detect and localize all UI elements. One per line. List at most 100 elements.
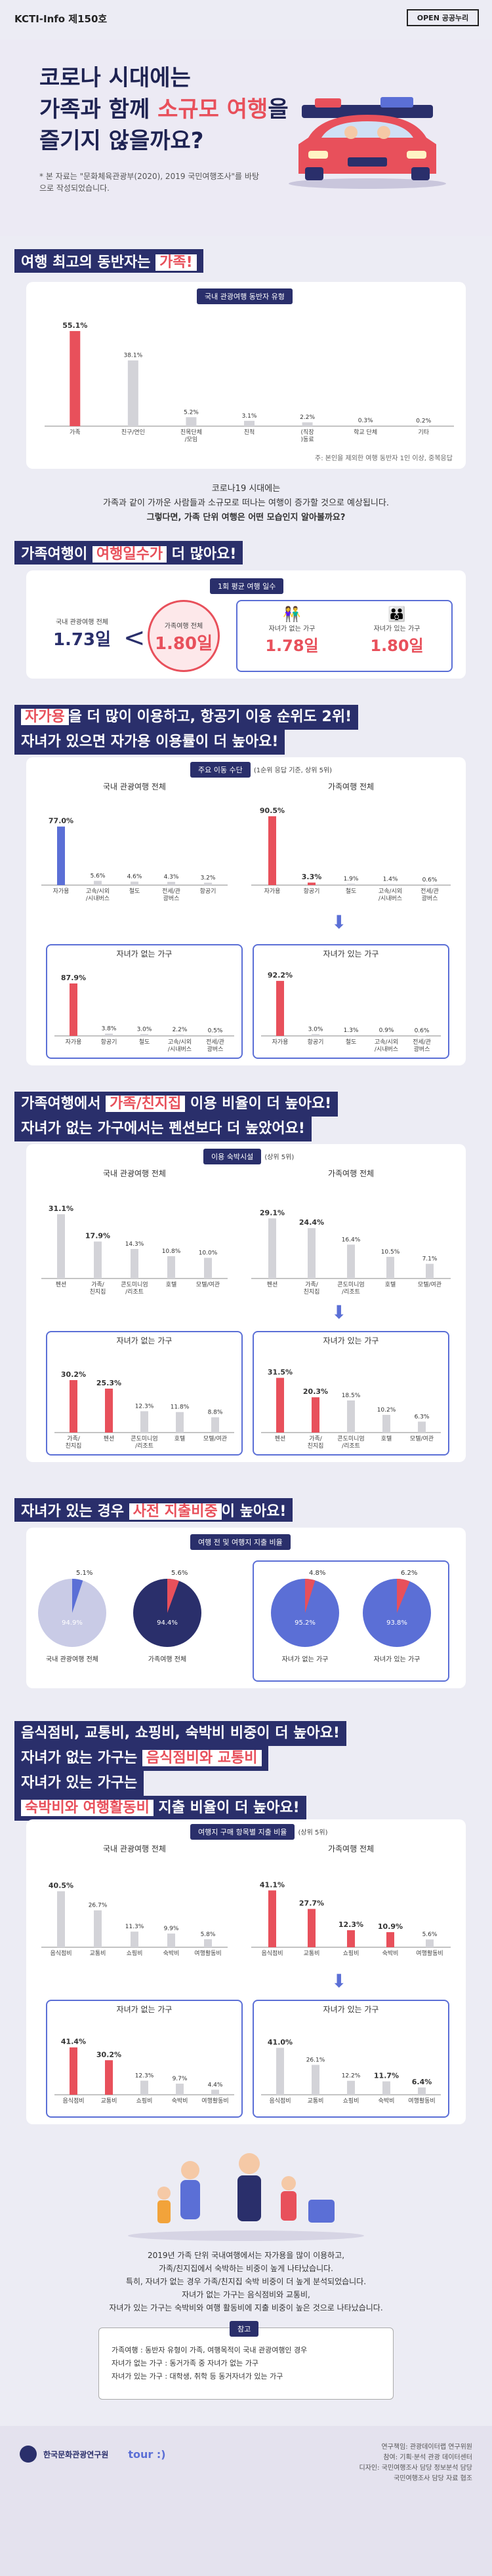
s4-chip-row: 이용 숙박시설 (상위 5위) <box>203 1149 294 1164</box>
data-label: 25.3% <box>96 1379 121 1387</box>
tick-label: 숙박비 <box>379 2097 395 2105</box>
reference-list: 가족여행 : 동반자 유형이 가족, 여행목적이 국내 관광여행인 경우 자녀가… <box>112 2344 307 2383</box>
tick-label: 쇼핑비 <box>127 1950 143 1957</box>
data-label: 92.2% <box>268 971 293 980</box>
tick-label: 철도 <box>346 1039 357 1046</box>
bar <box>347 1400 355 1433</box>
tick-label: 전세/관 <box>206 1039 224 1046</box>
data-label: 20.3% <box>303 1387 328 1396</box>
s5-title-b: 사전 지출비중 <box>129 1503 222 1520</box>
chart-title: 자녀가 없는 가구 <box>117 1336 173 1345</box>
footer-credit4: 국민여행조사 담당 자료 협조 <box>394 2475 472 2482</box>
data-label: 31.5% <box>268 1368 293 1377</box>
arrow-down-icon: ⬇ <box>331 1301 347 1323</box>
bar <box>204 1939 212 1947</box>
lodging-chart-domestic: 국내 관광여행 전체 31.1% 펜션 17.9% 가족/친지집 14.3% 콘도미니엄/리… <box>41 1168 228 1296</box>
data-label: 3.0% <box>308 1026 323 1033</box>
data-label: 11.3% <box>125 1924 144 1930</box>
bar <box>105 2060 113 2095</box>
chart-title: 국내 관광여행 전체 <box>103 1844 166 1853</box>
s6-title-l4a: 숙박비와 여행활동비 <box>21 1800 154 1816</box>
chart-title: 자녀가 있는 가구 <box>323 949 379 959</box>
tick-label: 철도 <box>129 888 140 895</box>
data-label: 2.2% <box>173 1027 188 1033</box>
tick-label: /시내버스 <box>379 895 402 902</box>
data-label: 11.8% <box>171 1404 190 1411</box>
bar <box>308 882 316 885</box>
s4-title-d: 자녀가 없는 가구에서는 펜션보다 더 높았어요! <box>14 1117 312 1141</box>
data-label: 5.6% <box>422 1932 438 1938</box>
tick-label: 호텔 <box>174 1435 186 1442</box>
footer-credits: 연구책임: 관광데이터랩 연구위원 참여: 기획·분석 관광 데이터센터 디자인… <box>308 2442 472 2484</box>
bar <box>426 884 434 885</box>
arrow-down-icon: ⬇ <box>331 1970 347 1992</box>
chart-title: 국내 관광여행 전체 <box>103 782 166 791</box>
data-label: 9.7% <box>173 2076 188 2082</box>
summary-p1: 2019년 가족 단위 국내여행에서는 자가용을 많이 이용하고, <box>147 2251 345 2260</box>
title-line-3: 즐기지 않을까요? <box>39 128 204 154</box>
tick-label: 교통비 <box>304 1950 320 1957</box>
bar <box>211 2090 219 2095</box>
bar <box>186 417 197 426</box>
title-line-2a: 가족과 함께 <box>39 96 158 123</box>
tick-label: 여행활동비 <box>194 1949 221 1957</box>
data-label: 0.2% <box>416 418 431 424</box>
pie-slice <box>167 1579 179 1613</box>
tick-label: 호텔 <box>385 1280 396 1288</box>
data-label: 29.1% <box>260 1208 285 1217</box>
bar <box>70 983 77 1036</box>
data-label: 7.1% <box>422 1256 438 1263</box>
tick-label: 쇼핑비 <box>343 1950 359 1957</box>
page-title: 코로나 시대에는 가족과 함께 소규모 여행을 즐기지 않을까요? <box>39 62 289 157</box>
tick-label: 콘도미니엄 <box>337 1280 364 1288</box>
s2-domestic: 국내 관광여행 전체 1.73일 <box>46 616 118 650</box>
data-label: 41.1% <box>260 1880 285 1889</box>
data-label: 0.9% <box>379 1027 394 1034</box>
bar <box>418 1421 426 1433</box>
data-label: 87.9% <box>61 974 86 982</box>
footer-org1: 한국문화관광연구원 <box>43 2449 109 2459</box>
data-label: 3.1% <box>242 413 257 420</box>
data-label: 0.5% <box>208 1028 223 1035</box>
bar <box>268 1218 276 1278</box>
tick-label: 친지집 <box>90 1288 106 1296</box>
bar <box>418 2087 426 2095</box>
arrow-down-icon: ⬇ <box>331 911 347 933</box>
footer-org2: tour :) <box>128 2447 166 2461</box>
data-label: 10.0% <box>199 1250 218 1257</box>
summary-p3: 특히, 자녀가 없는 경우 가족/친지집 숙박 비중이 더 높게 분석되었습니다… <box>125 2277 367 2286</box>
bar <box>131 1932 138 1947</box>
s3-chip-note: (1순위 응답 기준, 상위 5위) <box>253 767 333 774</box>
bar <box>382 1414 390 1433</box>
bar <box>276 981 284 1036</box>
bar <box>386 884 394 885</box>
tick-label: 펜션 <box>267 1281 278 1288</box>
s3-chip: 주요 이동 수단 <box>190 762 251 778</box>
family-icon: 👫 <box>283 606 301 623</box>
s3-child-box <box>253 944 449 1059</box>
bar <box>347 1930 355 1947</box>
bar <box>382 2081 390 2095</box>
pie-slice <box>397 1579 410 1613</box>
data-label: 17.9% <box>85 1232 110 1240</box>
tick-label: 콘도미니엄 <box>121 1280 148 1288</box>
tick-label: /리조트 <box>342 1288 360 1296</box>
tick-label: 가족/ <box>67 1435 81 1442</box>
bar <box>382 1035 390 1036</box>
bar <box>57 826 65 885</box>
family-illustration <box>128 2153 364 2241</box>
purchase-chart-family: 가족여행 전체 41.1% 음식점비 27.7% 교통비 12.3% 쇼핑비 10.9% 숙박비… <box>251 1844 451 1957</box>
tick-label: 광버스 <box>422 894 438 902</box>
tick-label: /시내버스 <box>86 895 110 902</box>
data-label: 27.7% <box>299 1899 324 1908</box>
s3-title-a: 자가용 <box>21 709 69 725</box>
data-label: 40.5% <box>49 1882 73 1890</box>
data-label: 0.3% <box>358 418 373 424</box>
pie-title: 가족여행 전체 <box>148 1655 186 1663</box>
data-label: 0.6% <box>415 1027 430 1034</box>
bar <box>268 1890 276 1947</box>
s5-title-a: 자녀가 있는 경우 <box>21 1503 129 1520</box>
s6-title-l4b: 지출 비율이 더 높아요! <box>153 1800 300 1816</box>
tick-label: 광버스 <box>163 894 180 902</box>
s1-title: 여행 최고의 동반자는 가족! <box>14 249 203 273</box>
